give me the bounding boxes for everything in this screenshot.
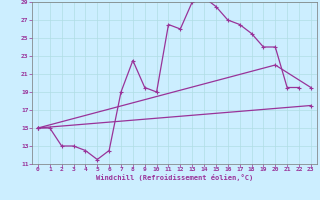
X-axis label: Windchill (Refroidissement éolien,°C): Windchill (Refroidissement éolien,°C)	[96, 174, 253, 181]
